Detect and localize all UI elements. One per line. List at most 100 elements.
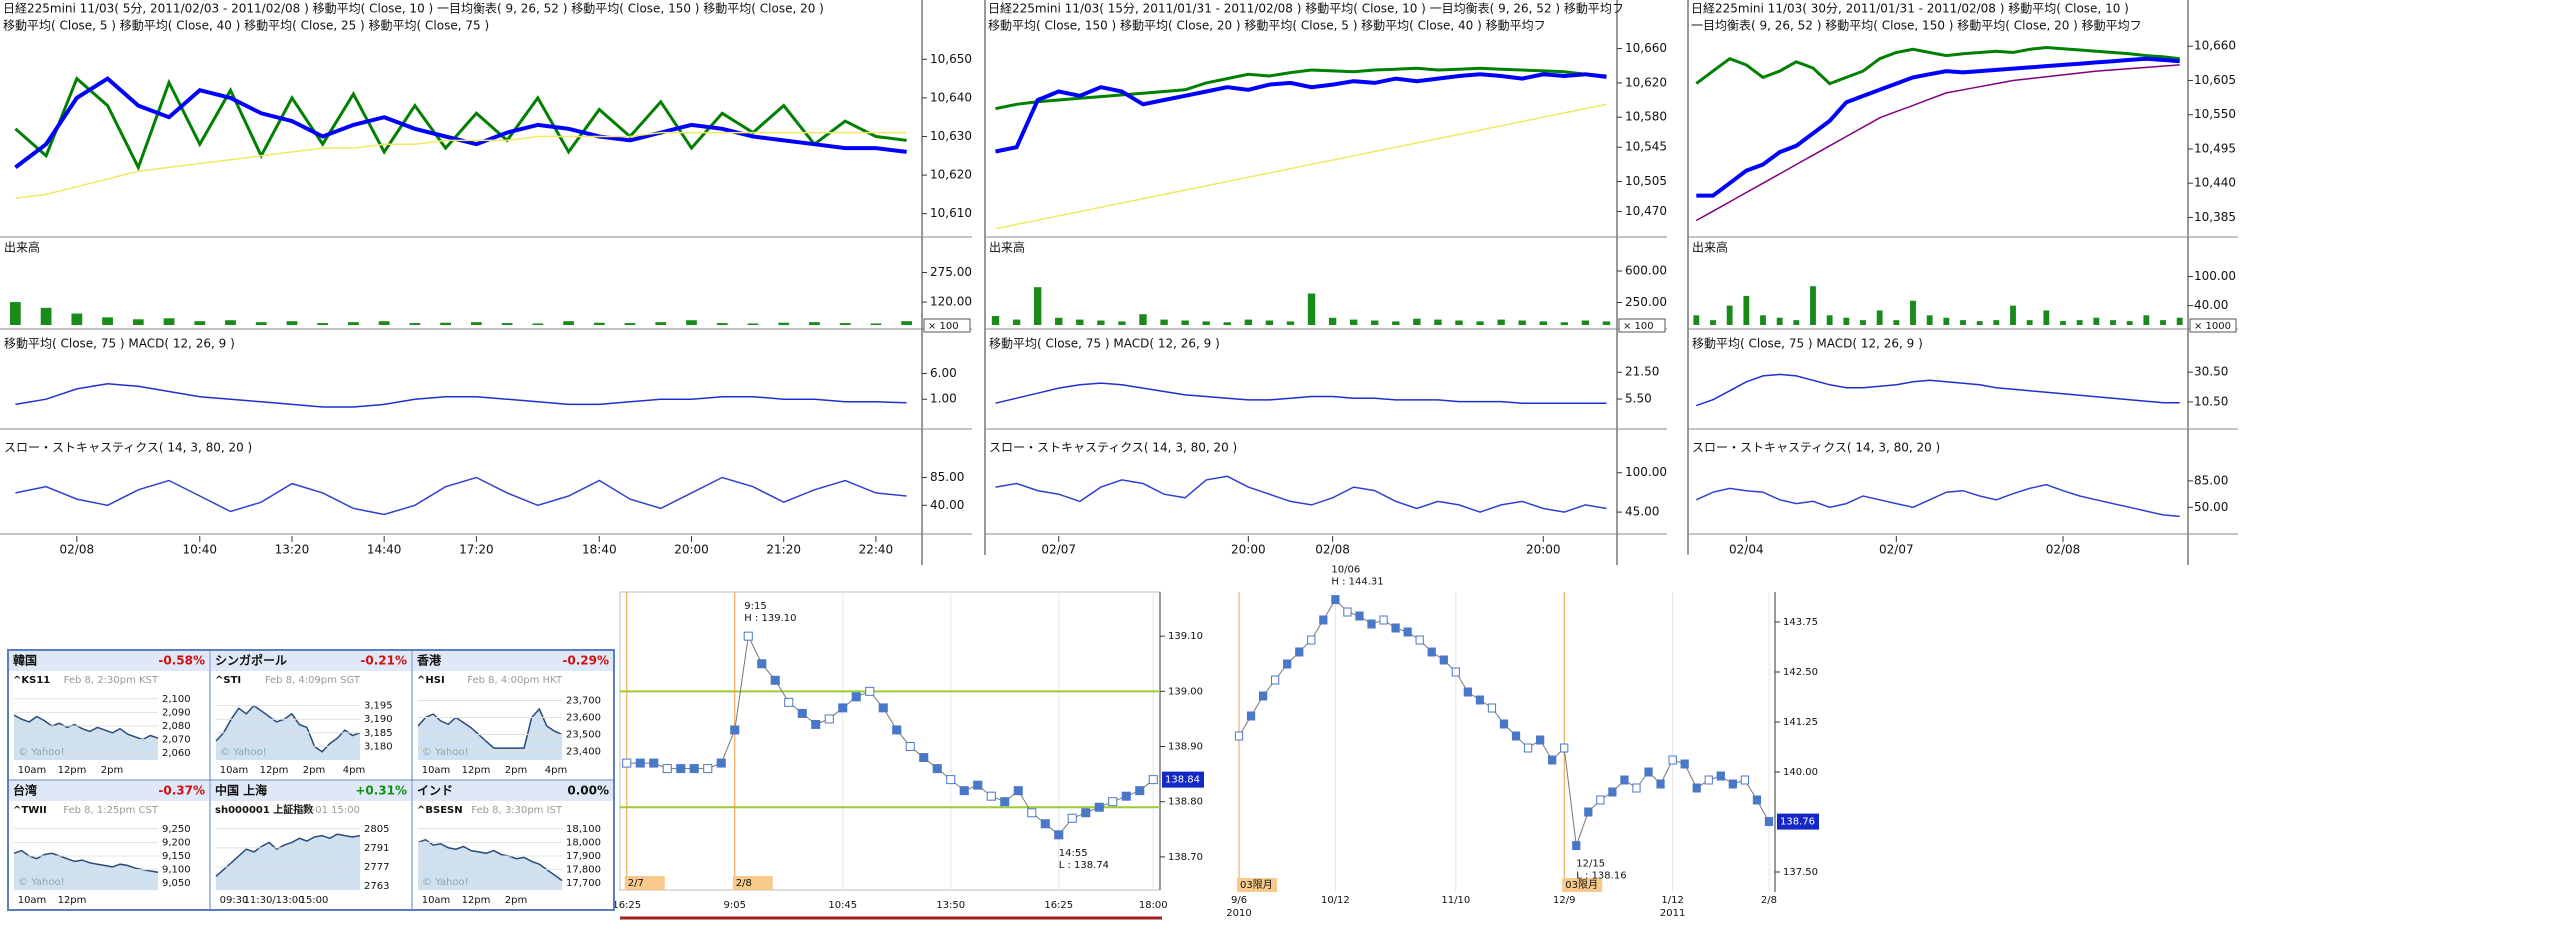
candle [1307,635,1316,645]
session-tag [624,876,665,890]
series-line [15,476,907,516]
candle [797,708,807,718]
candle [946,775,956,785]
volume-bar [1976,321,1983,325]
y-tick-label: 85.00 [2194,473,2228,487]
series-line [15,131,907,200]
x-tick-label: 11/10 [1441,895,1470,906]
candle [1704,775,1713,785]
y-tick-label: 142.50 [1783,667,1818,678]
volume-bar [2043,310,2050,325]
candle [1027,808,1037,818]
volume-bar [470,322,482,325]
x-sub-label: 2011 [1660,908,1685,919]
x-tick-label: 02/08 [2046,543,2081,557]
market-header [211,651,411,671]
x-tick-label: 9:05 [724,900,746,911]
low-label: L : 138.74 [1059,860,1109,871]
candle [1680,759,1689,769]
volume-bar [809,322,820,325]
volume-bar [1776,317,1783,325]
candle [622,758,632,768]
market-cell [411,779,615,911]
candle [1081,808,1091,818]
spark-y-label: 9,200 [162,837,191,848]
x-tick-label: 1/12 [1661,895,1683,906]
x-sub-label: 2010 [1226,908,1251,919]
volume-bar [1710,320,1716,325]
candle [730,725,740,735]
spark-y-label: 9,150 [162,851,191,862]
market-ticker: ^BSESN [417,805,463,816]
session-tag [1562,878,1603,892]
market-header [9,651,209,671]
session-label: 2/8 [736,878,752,889]
y-tick-label: 10,550 [2194,107,2236,121]
spark-y-label: 2763 [364,881,389,892]
session-label: 03限月 [1565,879,1598,891]
y-tick-label: 138.70 [1168,852,1203,863]
candle [1135,786,1145,796]
candle [1451,667,1460,677]
candle [905,742,915,752]
volume-bar [1181,320,1189,325]
y-tick-label: 40.00 [2194,298,2228,312]
spark-y-label: 2,070 [162,735,191,746]
low-time: 12/15 [1576,859,1605,870]
panel-label: 移動平均( Close, 75 ) MACD( 12, 26, 9 ) [4,337,235,351]
series-line [995,103,1607,230]
volume-bar [225,320,236,325]
candle [1148,775,1158,785]
watermark: © Yahoo! [220,747,267,758]
candle [784,697,794,707]
market-change: -0.21% [360,654,407,668]
series-line [14,76,907,172]
candle [1121,791,1131,801]
market-ticker: sh000001 上証指数 [215,803,314,816]
candle [662,764,672,774]
current-tag [1777,813,1819,830]
market-ticker: ^KS11 [13,675,50,686]
spark-y-label: 9,050 [162,878,191,889]
candle [1439,655,1448,665]
spark-y-label: 23,400 [566,747,601,758]
y-tick-label: 10,610 [930,206,972,220]
volume-bar [1413,318,1421,325]
current-label: 138.84 [1165,775,1200,786]
market-name: 台湾 [13,783,37,798]
panel-label: スロー・ストキャスティクス( 14, 3, 80, 20 ) [989,441,1237,455]
volume-bar [1349,319,1358,325]
candle [1523,743,1533,753]
market-time: Feb 8, 4:00pm HKT [467,675,563,686]
x-tick-label: 10:45 [828,900,857,911]
volume-bar [1810,286,1816,325]
volume-bar [1265,320,1274,325]
x-tick-label: 02/07 [1879,543,1914,557]
volume-bar [1910,300,1916,325]
panel-label: 出来高 [4,240,40,255]
y-tick-label: 6.00 [930,366,957,380]
volume-bar [1160,319,1168,325]
spark-y-label: 2,100 [162,694,191,705]
candle [757,659,767,669]
candle [1319,615,1328,625]
series-line [1695,64,2180,222]
spark-y-label: 3,195 [364,701,393,712]
y-tick-label: 10,440 [2194,176,2236,190]
price-line [626,634,1154,836]
candle [1379,615,1388,625]
y-tick-label: 600.00 [1625,264,1667,278]
chart-header: 移動平均( Close, 5 ) 移動平均( Close, 40 ) 移動平均(… [3,19,489,33]
spark-x-label: 2pm [303,765,325,776]
y-tick-label: 40.00 [930,498,964,512]
candle [851,692,861,702]
volume-bar [1076,319,1084,325]
session-tag [732,876,773,890]
low-time: 14:55 [1059,848,1088,859]
candle [1499,719,1509,729]
volume-bar [1286,321,1295,325]
volume-bar [1560,322,1569,325]
candle [676,764,686,774]
spark-y-label: 17,700 [566,878,601,889]
candle [1608,787,1617,797]
